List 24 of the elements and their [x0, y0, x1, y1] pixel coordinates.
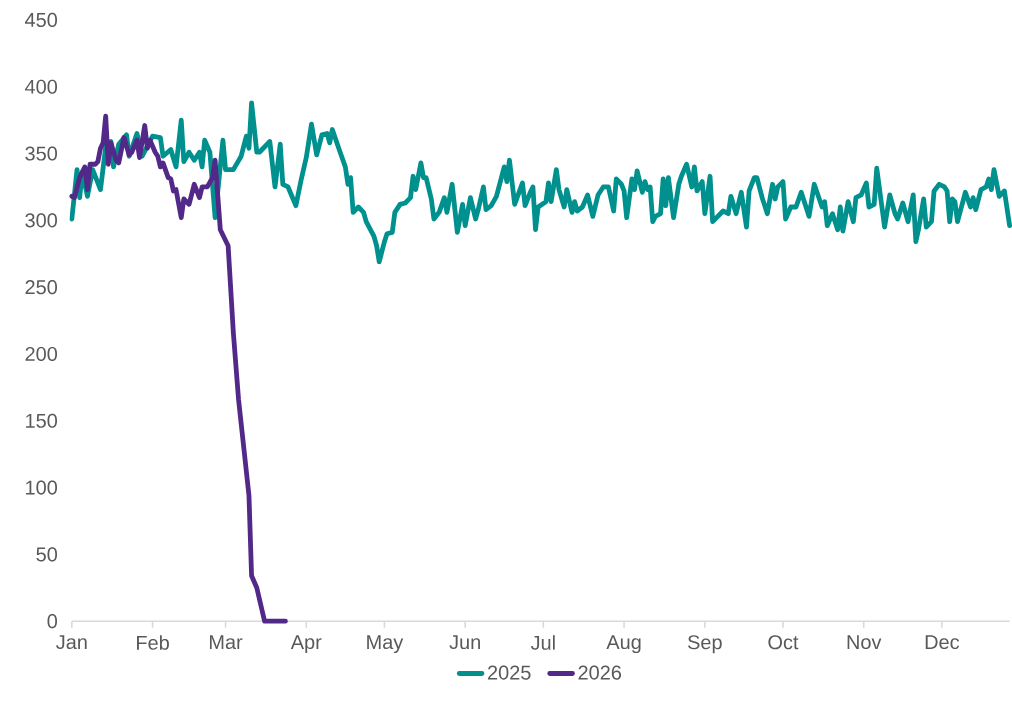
- y-tick-label: 450: [24, 12, 58, 27]
- y-tick-label: 400: [24, 79, 58, 94]
- y-tick-label: 250: [25, 279, 58, 295]
- x-tick-label: Mar: [209, 635, 243, 649]
- x-tick-label: Nov: [847, 635, 882, 649]
- x-tick-label: Oct: [768, 635, 799, 650]
- y-tick-label: 200: [25, 346, 58, 361]
- x-tick-label: Apr: [290, 635, 322, 653]
- legend-label: 2026: [578, 665, 622, 680]
- x-tick-label: Jul: [530, 635, 555, 650]
- y-tick-label: 100: [26, 480, 58, 495]
- x-tick-label: Aug: [606, 635, 641, 653]
- x-tick-label: Jan: [56, 635, 87, 649]
- legend-label: 2025: [488, 665, 531, 680]
- x-tick-label: Feb: [137, 635, 169, 650]
- x-tick-label: May: [367, 635, 404, 653]
- y-tick-label: 150: [26, 413, 58, 428]
- x-tick-label: Dec: [925, 635, 960, 649]
- x-tick-label: Sep: [687, 635, 722, 654]
- y-tick-label: 300: [25, 213, 58, 228]
- y-tick-label: 0: [47, 613, 58, 629]
- y-tick-label: 350: [25, 146, 58, 161]
- x-tick-label: Jun: [449, 635, 480, 649]
- y-tick-label: 50: [36, 547, 58, 562]
